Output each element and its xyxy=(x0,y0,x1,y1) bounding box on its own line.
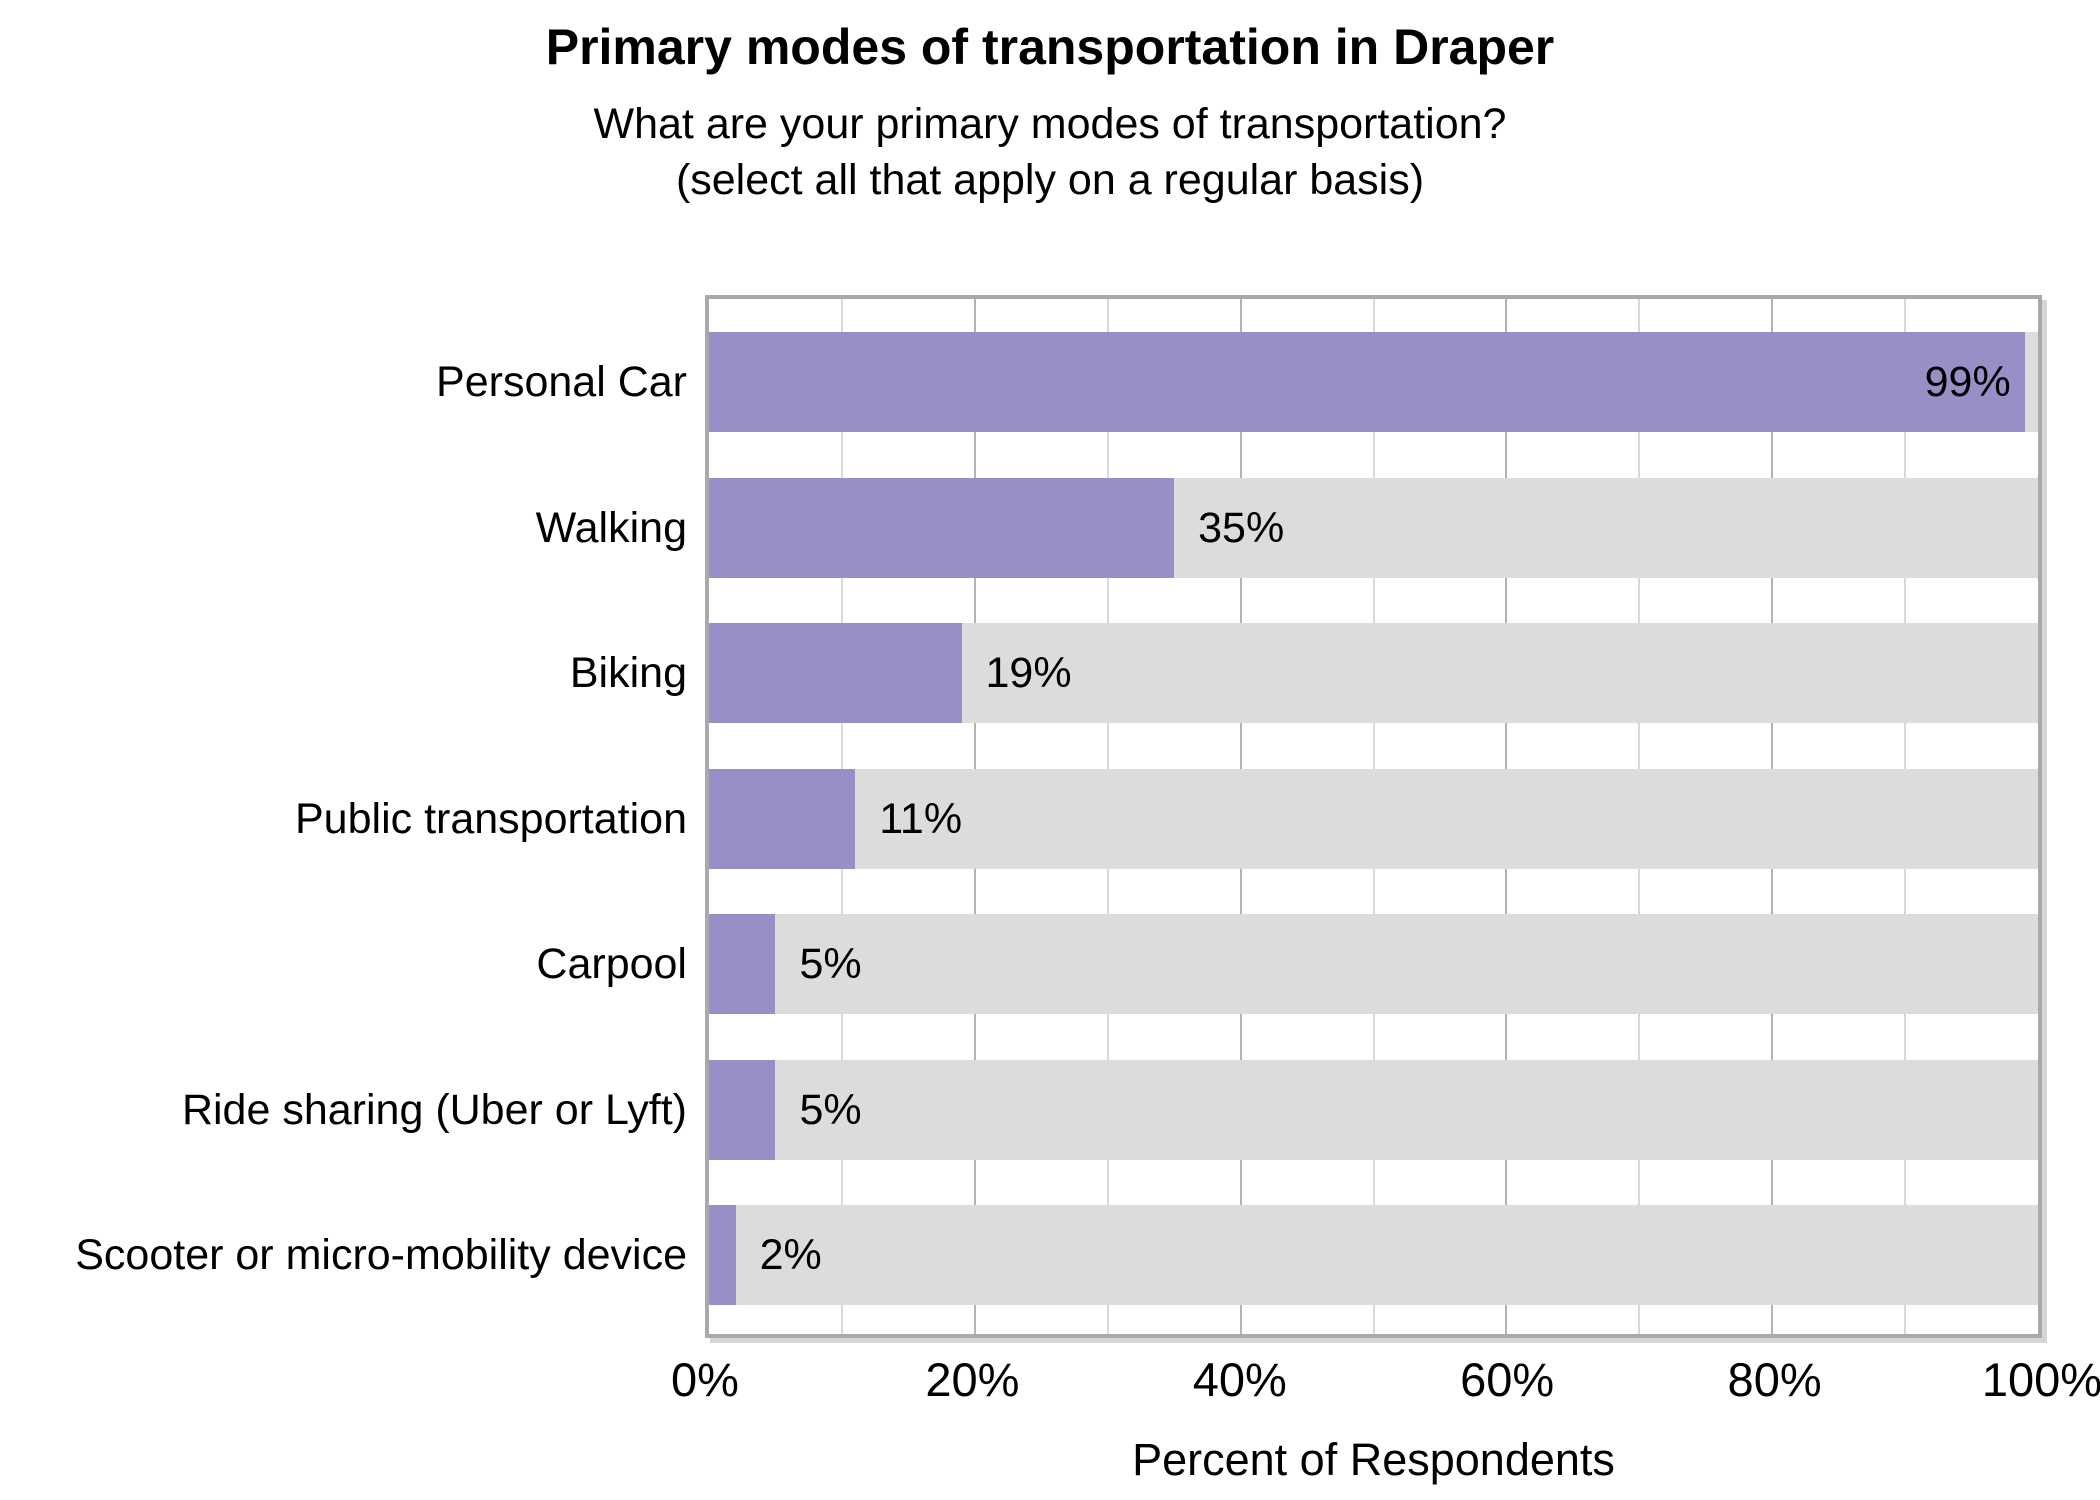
chart-subtitle: What are your primary modes of transport… xyxy=(0,96,2100,208)
plot-area: Personal Car 99% Walking 35% Biking 19% Public… xyxy=(75,295,2042,1338)
value-label: 5% xyxy=(799,940,862,988)
value-label: 5% xyxy=(799,1085,862,1134)
bar-track xyxy=(709,1059,2038,1160)
category-label: Ride sharing (Uber or Lyft) xyxy=(181,1085,687,1134)
category-label: Carpool xyxy=(536,940,687,988)
bar-rows: Personal Car 99% Walking 35% Biking 19% Public… xyxy=(75,299,2038,1334)
x-tick-label: 100% xyxy=(1981,1353,2100,1406)
category-label: Walking xyxy=(535,503,687,552)
bar xyxy=(709,477,1175,578)
category-label: Scooter or micro-mobility device xyxy=(75,1231,687,1279)
chart-subtitle-line-1: What are your primary modes of transport… xyxy=(593,100,1507,148)
bar xyxy=(709,332,2025,432)
bar-row: Ride sharing (Uber or Lyft) 5% xyxy=(182,1059,2038,1160)
value-label: 99% xyxy=(1924,358,2011,406)
value-label: 11% xyxy=(879,794,963,843)
value-label: 35% xyxy=(1198,503,1285,552)
bar-row: Biking 19% xyxy=(570,623,2038,723)
x-tick-label: 0% xyxy=(671,1353,739,1406)
bar xyxy=(709,1205,736,1305)
x-tick-label: 20% xyxy=(925,1353,1020,1406)
x-tick-label: 80% xyxy=(1727,1353,1822,1406)
chart-subtitle-line-2: (select all that apply on a regular basi… xyxy=(675,156,1425,204)
bar-track xyxy=(709,914,2038,1014)
bar-row: Carpool 5% xyxy=(536,914,2038,1014)
value-label: 19% xyxy=(985,649,1072,697)
value-label: 2% xyxy=(759,1231,822,1279)
bar-track xyxy=(709,768,2038,869)
bar xyxy=(709,1059,776,1160)
category-label: Public transportation xyxy=(295,794,687,843)
category-label: Personal Car xyxy=(436,358,687,406)
bar-row: Walking 35% xyxy=(536,477,2038,578)
chart-title: Primary modes of transportation in Drape… xyxy=(545,19,1555,75)
x-axis-tick-labels: 0% 20% 40% 60% 80% 100% xyxy=(671,1352,2100,1408)
bar xyxy=(709,914,776,1014)
bar-row: Personal Car 99% xyxy=(436,332,2038,432)
x-tick-label: 40% xyxy=(1192,1353,1287,1406)
bar xyxy=(709,623,962,723)
x-axis-title: Percent of Respondents xyxy=(1132,1434,1615,1485)
bar-row: Public transportation 11% xyxy=(295,768,2038,869)
bar-row: Scooter or micro-mobility device 2% xyxy=(75,1205,2038,1305)
category-label: Biking xyxy=(569,649,687,697)
x-tick-label: 60% xyxy=(1460,1353,1555,1406)
bar-track xyxy=(709,1205,2038,1305)
bar xyxy=(709,768,856,869)
